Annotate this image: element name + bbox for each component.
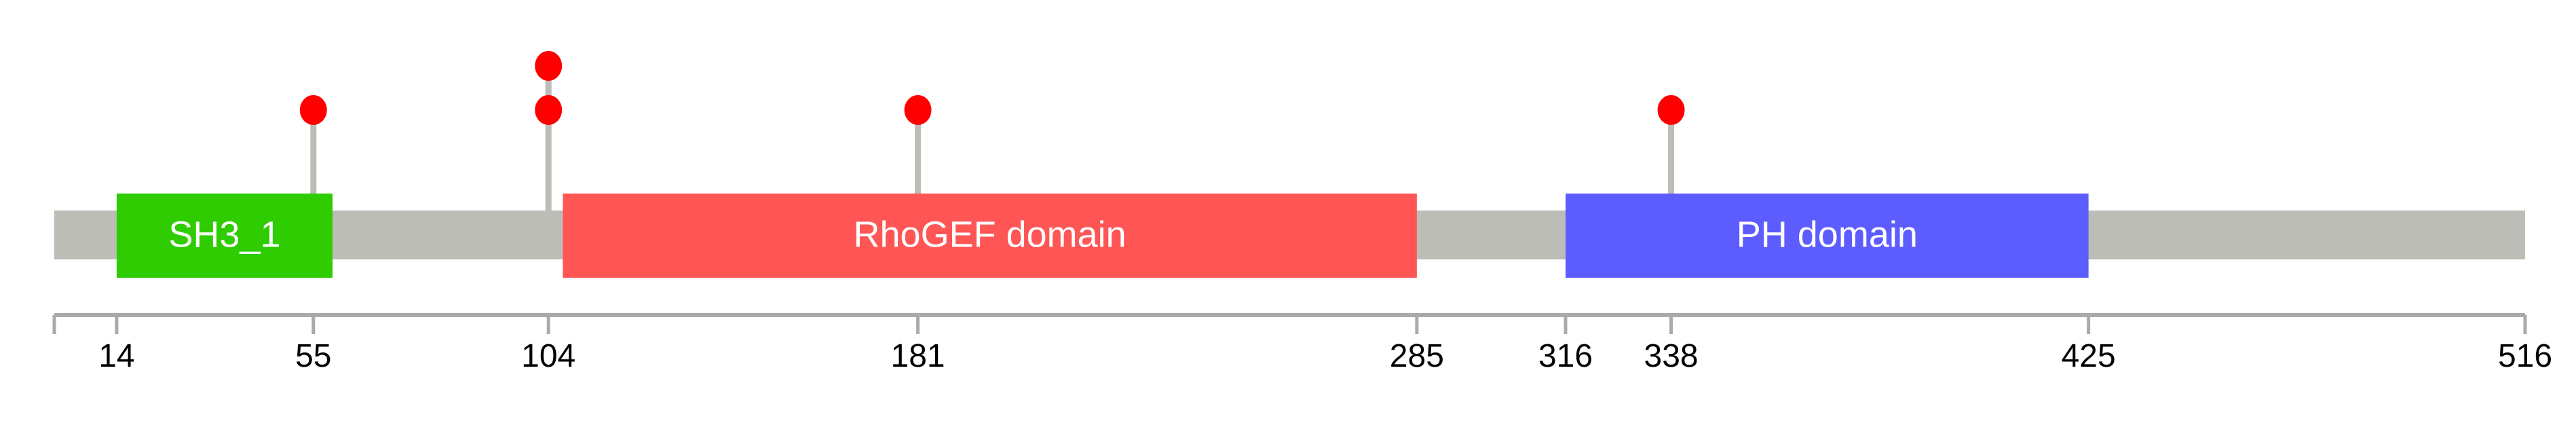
domains: SH3_1 RhoGEF domain PH domain xyxy=(116,194,2089,278)
domain-box xyxy=(1566,194,2089,278)
domain-box xyxy=(563,194,1417,278)
tick-label: 338 xyxy=(1644,338,1699,374)
domain-label: PH domain xyxy=(1737,214,1918,255)
tick-label: 516 xyxy=(2498,338,2552,374)
domain-label: SH3_1 xyxy=(168,214,280,255)
tick-label: 425 xyxy=(2062,338,2116,374)
mutation-stems xyxy=(310,66,1675,211)
tick-label: 181 xyxy=(891,338,945,374)
tick-label: 316 xyxy=(1538,338,1593,374)
domain-box xyxy=(116,194,333,278)
tick-label: 14 xyxy=(98,338,134,374)
mutation-dot xyxy=(299,95,327,125)
tick-label: 55 xyxy=(295,338,331,374)
position-axis: 14 55 104 181 285 316 338 425 516 xyxy=(52,313,2552,374)
domain-label: RhoGEF domain xyxy=(854,214,1126,255)
mutation-dot xyxy=(535,95,563,125)
tick-label: 285 xyxy=(1390,338,1444,374)
mutation-dot xyxy=(535,51,563,81)
tick-label: 104 xyxy=(521,338,575,374)
mutation-dot xyxy=(904,95,932,125)
mutation-dot xyxy=(1657,95,1685,125)
mutation-dots xyxy=(299,51,1685,125)
